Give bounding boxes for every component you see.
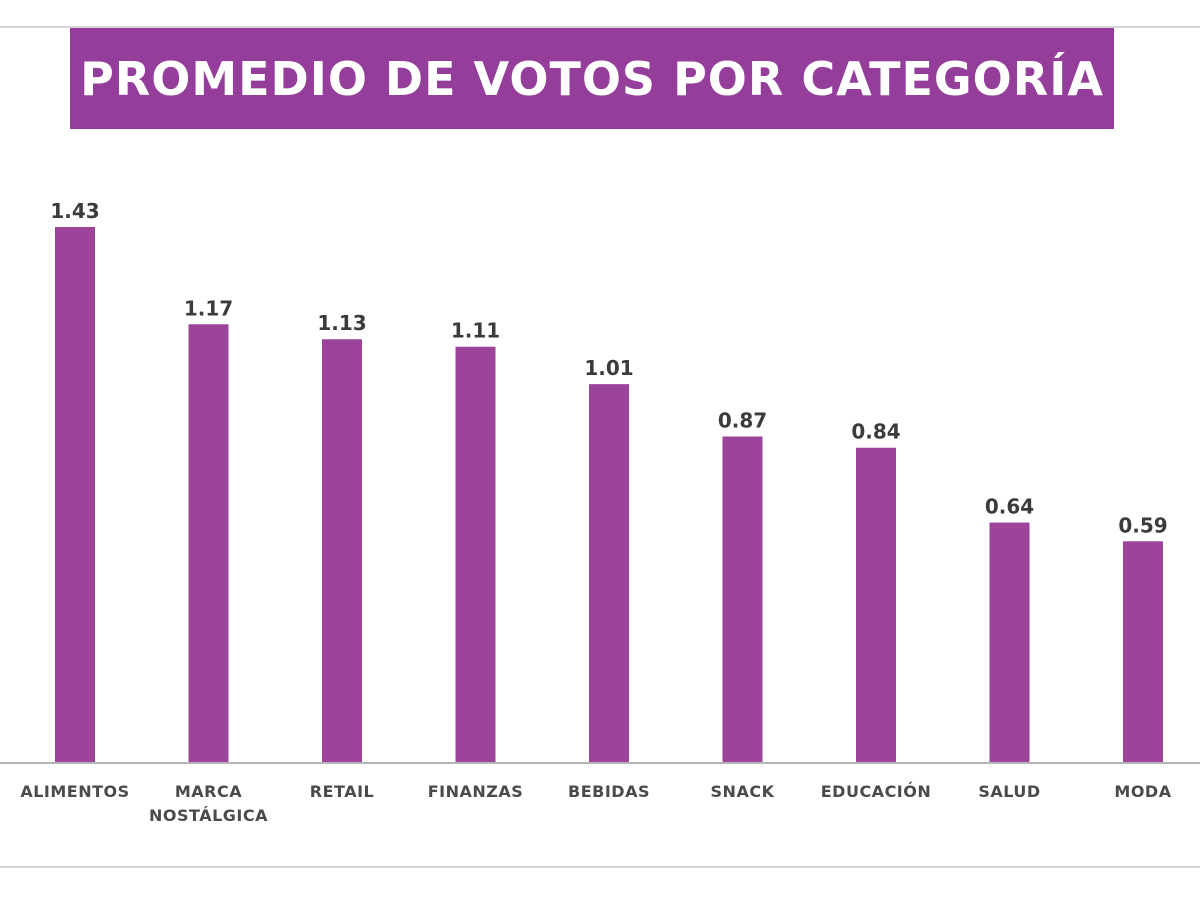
data-label: 1.43	[50, 199, 99, 223]
data-label: 1.01	[584, 356, 633, 380]
data-label: 0.64	[985, 495, 1034, 519]
data-label: 1.17	[184, 296, 233, 320]
category-tick-label: SALUD	[978, 782, 1040, 801]
category-label-line: SNACK	[711, 782, 775, 801]
bar	[856, 447, 896, 762]
value-label-group: 1.43 1.17 1.13 1.11 1.01 0.87 0.84 0.64 0.59	[50, 199, 1167, 537]
category-label-line: SALUD	[978, 782, 1040, 801]
category-tick-label: MODA	[1114, 782, 1171, 801]
data-label: 1.13	[317, 311, 366, 335]
category-label-line: FINANZAS	[428, 782, 524, 801]
category-tick-label: RETAIL	[310, 782, 374, 801]
category-label-line: ALIMENTOS	[20, 782, 129, 801]
data-label: 0.87	[718, 409, 767, 433]
bar	[722, 436, 763, 762]
chart-title: PROMEDIO DE VOTOS POR CATEGORÍA	[80, 51, 1104, 106]
bar	[455, 346, 496, 762]
bar	[989, 522, 1030, 762]
bar	[188, 324, 229, 762]
category-tick-label: MARCA NOSTÁLGICA	[149, 782, 268, 825]
category-label-group: ALIMENTOS MARCA NOSTÁLGICA RETAIL FINANZAS BE…	[20, 782, 1171, 825]
category-label-line: BEBIDAS	[568, 782, 650, 801]
bar-group	[55, 227, 1163, 762]
category-tick-label: EDUCACIÓN	[821, 782, 932, 801]
data-label: 0.84	[851, 420, 900, 444]
chart-title-banner: PROMEDIO DE VOTOS POR CATEGORÍA	[70, 28, 1114, 129]
category-label-line: NOSTÁLGICA	[149, 806, 268, 825]
bar	[1123, 541, 1163, 762]
category-tick-label: FINANZAS	[428, 782, 524, 801]
top-rule	[0, 26, 1200, 28]
category-tick-label: BEBIDAS	[568, 782, 650, 801]
data-label: 1.11	[451, 319, 500, 343]
data-label: 0.59	[1118, 513, 1167, 537]
bar	[589, 384, 629, 762]
category-label-line: MODA	[1114, 782, 1171, 801]
category-tick-label: ALIMENTOS	[20, 782, 129, 801]
category-tick-label: SNACK	[711, 782, 775, 801]
bar	[55, 227, 95, 762]
category-label-line: EDUCACIÓN	[821, 782, 932, 801]
bar	[322, 339, 362, 762]
category-label-line: MARCA	[175, 782, 242, 801]
category-label-line: RETAIL	[310, 782, 374, 801]
